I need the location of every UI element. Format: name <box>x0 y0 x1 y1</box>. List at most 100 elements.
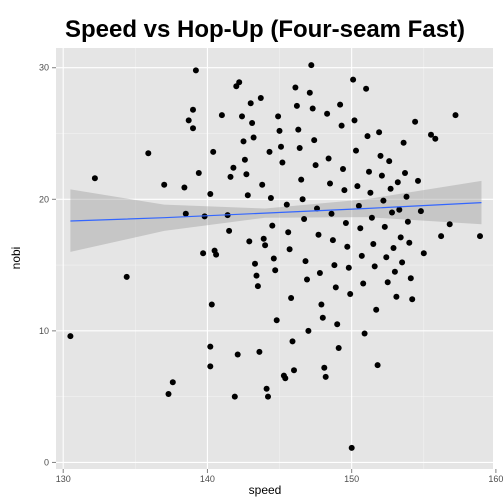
data-point <box>246 238 253 245</box>
data-point <box>210 148 217 155</box>
data-point <box>295 126 302 133</box>
confidence-ribbon <box>70 180 482 252</box>
data-point <box>231 393 238 400</box>
y-axis-ticks: 0 10 20 30 <box>39 63 56 467</box>
data-point <box>305 327 312 334</box>
data-point <box>165 391 172 397</box>
data-point <box>291 367 297 374</box>
data-point <box>350 76 357 83</box>
data-point <box>218 112 225 119</box>
data-point <box>263 385 270 392</box>
data-point <box>412 118 419 125</box>
data-point <box>345 264 352 271</box>
data-point <box>406 239 413 246</box>
data-point <box>308 62 315 69</box>
data-point <box>91 175 98 182</box>
data-point <box>366 168 372 175</box>
data-point <box>377 152 384 159</box>
data-point <box>252 260 258 267</box>
data-point <box>257 95 264 101</box>
data-point <box>247 100 254 107</box>
data-point <box>403 193 410 200</box>
data-point <box>269 222 276 229</box>
y-axis-title: nobi <box>9 247 23 270</box>
data-point <box>207 191 214 197</box>
data-point <box>296 145 303 151</box>
data-point <box>404 218 411 225</box>
data-point <box>380 197 387 204</box>
data-point <box>236 79 243 86</box>
data-point <box>393 293 400 300</box>
data-point <box>376 129 383 136</box>
data-point <box>195 170 202 176</box>
data-point <box>394 179 401 186</box>
data-point <box>399 259 406 266</box>
data-point <box>348 444 355 451</box>
data-point <box>353 147 359 154</box>
data-point <box>288 295 295 301</box>
data-point <box>318 301 325 308</box>
data-point <box>276 127 283 134</box>
data-point <box>358 252 365 259</box>
x-axis-ticks: 130 140 150 160 <box>56 469 503 484</box>
data-point <box>384 279 391 286</box>
data-point <box>208 301 215 308</box>
data-point <box>315 231 322 238</box>
data-point <box>314 205 320 212</box>
data-point <box>319 314 326 321</box>
chart-title: Speed vs Hop-Up (Four-seam Fast) <box>65 16 465 43</box>
data-point <box>293 102 300 109</box>
data-point <box>391 268 398 275</box>
data-point <box>370 241 377 247</box>
data-point <box>283 201 290 208</box>
data-point <box>285 229 292 236</box>
data-point <box>400 139 407 146</box>
data-point <box>364 133 371 140</box>
data-point <box>387 185 394 192</box>
data-point <box>260 235 267 242</box>
data-point <box>407 275 414 282</box>
data-point <box>192 67 199 74</box>
data-point <box>190 106 196 113</box>
data-point <box>161 181 168 188</box>
data-point <box>351 117 358 124</box>
data-point <box>417 208 424 215</box>
data-point <box>338 122 345 129</box>
data-point <box>367 189 374 196</box>
data-point <box>386 158 393 165</box>
data-point <box>390 245 397 251</box>
y-tick-label: 30 <box>39 63 49 73</box>
regression-line <box>70 202 482 222</box>
data-point <box>182 210 189 217</box>
data-point <box>409 296 416 303</box>
data-point <box>123 273 130 280</box>
data-point <box>477 233 483 240</box>
data-point <box>169 379 176 386</box>
data-point <box>286 246 293 253</box>
data-point <box>270 255 277 262</box>
data-point <box>360 280 367 287</box>
data-point <box>374 362 381 369</box>
data-point <box>347 291 354 297</box>
data-point <box>383 254 390 261</box>
data-point <box>282 375 289 382</box>
data-point <box>342 220 349 226</box>
data-point <box>311 137 318 144</box>
data-point <box>226 227 233 234</box>
data-point <box>207 363 214 370</box>
data-point <box>402 170 408 176</box>
data-point <box>396 206 403 213</box>
data-point <box>266 148 273 155</box>
x-tick-label: 140 <box>200 474 215 484</box>
data-point <box>340 166 346 172</box>
data-point <box>207 343 214 350</box>
data-point <box>254 283 261 290</box>
data-point <box>354 183 361 190</box>
data-point <box>181 184 188 191</box>
data-point <box>325 155 332 162</box>
data-point <box>200 250 207 257</box>
x-tick-label: 160 <box>488 474 503 484</box>
data-point <box>299 196 306 203</box>
data-point <box>301 216 308 222</box>
